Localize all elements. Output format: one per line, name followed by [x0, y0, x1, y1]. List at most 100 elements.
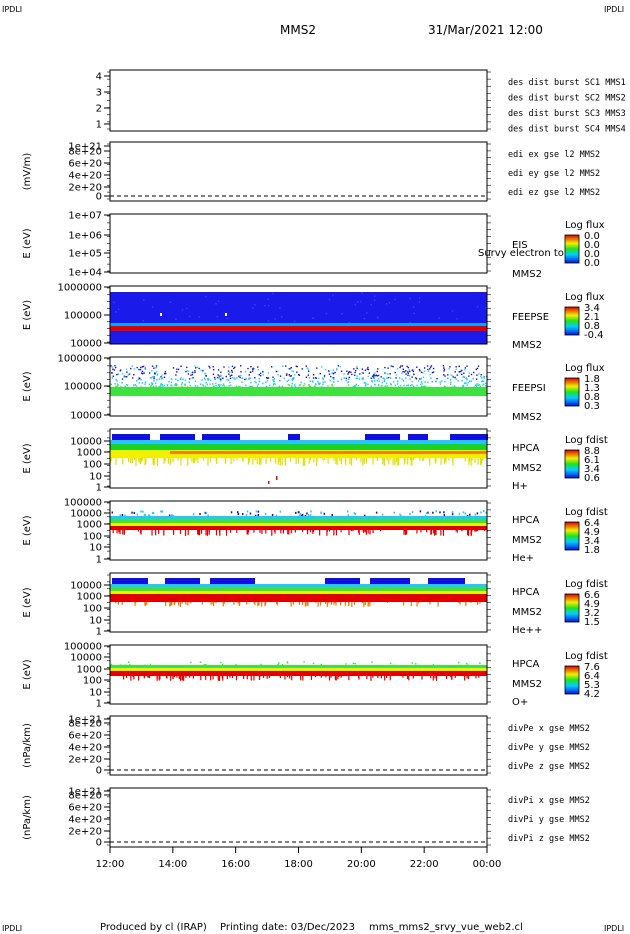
y-tick-label: 4: [96, 72, 102, 83]
spectrogram-dot: [308, 370, 310, 372]
spectrogram-dot: [423, 385, 425, 388]
spectrogram-dot: [181, 383, 183, 385]
spectrogram-tail: [155, 530, 157, 536]
spectrogram-dot: [155, 386, 157, 389]
spectrogram-dot: [411, 369, 414, 371]
spectrogram-tail: [470, 458, 472, 466]
spectrogram-band: [110, 323, 487, 326]
spectrogram-tail: [302, 458, 305, 466]
spectrogram-tail: [138, 458, 140, 463]
plot-datetime: 31/Mar/2021 12:00: [428, 23, 543, 37]
spectrogram-dot: [163, 384, 166, 387]
spectrogram-dot: [407, 374, 409, 376]
spectrogram-tail: [185, 676, 187, 678]
spectrogram-dot: [110, 663, 113, 666]
spectrogram-tail: [197, 530, 199, 535]
spectrogram-speck: [412, 306, 415, 308]
spectrogram-tail: [326, 530, 328, 536]
spectrogram-tail: [403, 530, 405, 535]
spectrogram-dot: [118, 387, 121, 389]
panel-frame: [109, 141, 488, 202]
spectrogram-tail: [328, 530, 331, 532]
spectrogram-dot: [186, 366, 188, 369]
spectrogram-tail: [229, 530, 232, 533]
spectrogram-dot: [464, 369, 466, 371]
spectrogram-speck: [348, 321, 350, 324]
spectrogram-dot: [331, 385, 333, 387]
spectrogram-band: [110, 671, 487, 676]
spectrogram-dot: [389, 373, 391, 375]
spectrogram-dot: [416, 366, 418, 368]
spectrogram-tail: [115, 602, 117, 604]
spectrogram-dot: [319, 372, 321, 375]
spectrogram-dot: [363, 381, 366, 384]
spectrogram-dot: [468, 372, 471, 374]
spectrogram-dot: [480, 376, 482, 378]
spectrogram-dot: [191, 387, 194, 389]
spectrogram-speck: [438, 317, 440, 319]
spectrogram-dot: [407, 366, 410, 369]
spectrogram-dot: [125, 368, 128, 370]
instrument-label: MMS2: [512, 269, 542, 280]
spectrogram-dot: [314, 383, 317, 385]
spectrogram-dot: [166, 384, 169, 386]
spectrogram-dot: [443, 514, 446, 517]
spectrogram-tail: [264, 602, 266, 607]
panel-frame: [109, 715, 488, 776]
spectrogram-tail: [158, 676, 160, 681]
spectrogram-dot: [151, 512, 154, 515]
spectrogram-dot: [450, 374, 452, 376]
spectrogram-dot: [262, 382, 264, 385]
spectrogram-dot: [430, 365, 433, 367]
spectrogram-tail: [189, 676, 191, 678]
spectrogram-tail: [164, 458, 166, 462]
legend-entry: des dist burst SC2 MMS2: [508, 94, 626, 104]
spectrogram-dot: [470, 373, 473, 376]
spectrogram-dot: [161, 378, 163, 380]
spectrogram-tail: [115, 458, 117, 465]
spectrogram-dot: [130, 367, 132, 370]
spectrogram-dot: [301, 513, 304, 516]
x-tick-label: 18:00: [284, 859, 313, 870]
spectrogram-tail: [253, 602, 255, 604]
spectrogram-tail: [254, 602, 256, 605]
spectrogram-dot: [402, 379, 405, 382]
spectrogram-tail: [434, 676, 436, 679]
spectrogram-dot: [318, 383, 321, 386]
spectrogram-dot: [372, 376, 375, 378]
spectrogram-dot: [111, 511, 114, 514]
spectrogram-speck: [394, 298, 396, 301]
spectrogram-dot: [374, 380, 376, 382]
spectrogram-dot: [150, 377, 153, 379]
spectrogram-dot: [327, 385, 329, 387]
spectrogram-dot: [416, 384, 418, 387]
spectrogram-dot: [331, 383, 333, 386]
spectrogram-tail: [470, 530, 472, 536]
spectrogram-band: [110, 440, 487, 444]
spectrogram-dot: [156, 379, 158, 381]
spectrogram-dot: [126, 376, 128, 378]
spectrogram-tail: [435, 530, 437, 536]
spectrogram-dot: [340, 378, 343, 381]
spectrogram-dot: [217, 374, 219, 376]
spectrogram-dot: [219, 375, 221, 377]
spectrogram-dot: [266, 386, 269, 388]
spectrogram-dot: [324, 381, 326, 383]
spectrogram-dot: [131, 511, 133, 514]
spectrogram-tail: [158, 530, 160, 535]
spectrogram-dot: [281, 385, 284, 388]
spectrogram-tail: [295, 458, 297, 464]
spectrogram-dot: [184, 379, 187, 381]
colorbar-label: 1.8: [584, 374, 600, 385]
spectrogram-dot: [465, 377, 468, 380]
spectrogram-tail: [198, 530, 201, 536]
colorbar-title: Log fdist: [565, 579, 608, 590]
spectrogram-dot: [199, 661, 202, 664]
spectrogram-dot: [411, 383, 413, 386]
spectrogram-dot: [142, 365, 145, 368]
spectrogram-dot: [209, 383, 211, 385]
spectrogram-dot: [370, 385, 372, 388]
spectrogram-dot: [150, 385, 152, 388]
spectrogram-dot: [245, 378, 248, 380]
spectrogram-speck: [267, 320, 270, 322]
